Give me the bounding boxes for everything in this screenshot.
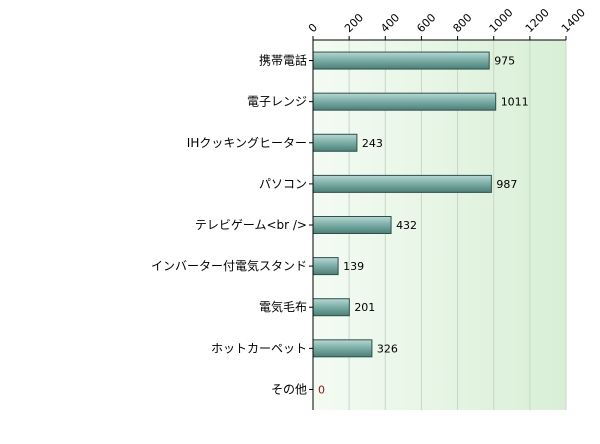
value-label: 1011 [501,96,529,109]
value-label: 243 [362,137,383,150]
x-tick-label: 1400 [559,6,588,35]
x-tick-label: 1200 [523,6,552,35]
category-label: 電子レンジ [247,95,307,109]
category-label: 電気毛布 [259,299,307,314]
category-label: ホットカーペット [211,341,307,355]
x-tick-label: 600 [414,11,438,35]
x-tick-label: 400 [378,11,402,35]
bar [312,92,497,111]
x-tick-label: 800 [451,11,475,35]
bar [312,51,490,70]
bar [312,174,492,193]
value-label: 987 [496,178,517,191]
category-label: その他 [271,382,307,396]
category-label: IHクッキングヒーター [187,136,307,150]
category-label: パソコン [259,177,307,191]
category-label: インバーター付電気スタンド [151,258,307,273]
bar [312,298,350,317]
value-label: 0 [318,383,325,396]
bar [312,257,339,276]
value-label: 326 [377,342,398,355]
value-label: 432 [396,219,417,232]
x-tick-label: 200 [342,11,366,35]
category-label: 携帯電話 [259,53,307,68]
bar [312,339,373,358]
value-label: 975 [494,55,515,68]
x-tick-label: 1000 [487,6,516,35]
category-label: テレビゲーム<br /> [195,218,307,232]
bar [312,133,358,152]
value-label: 139 [343,260,364,273]
x-tick-label: 0 [306,21,320,35]
value-label: 201 [354,301,375,314]
bar [312,216,392,234]
